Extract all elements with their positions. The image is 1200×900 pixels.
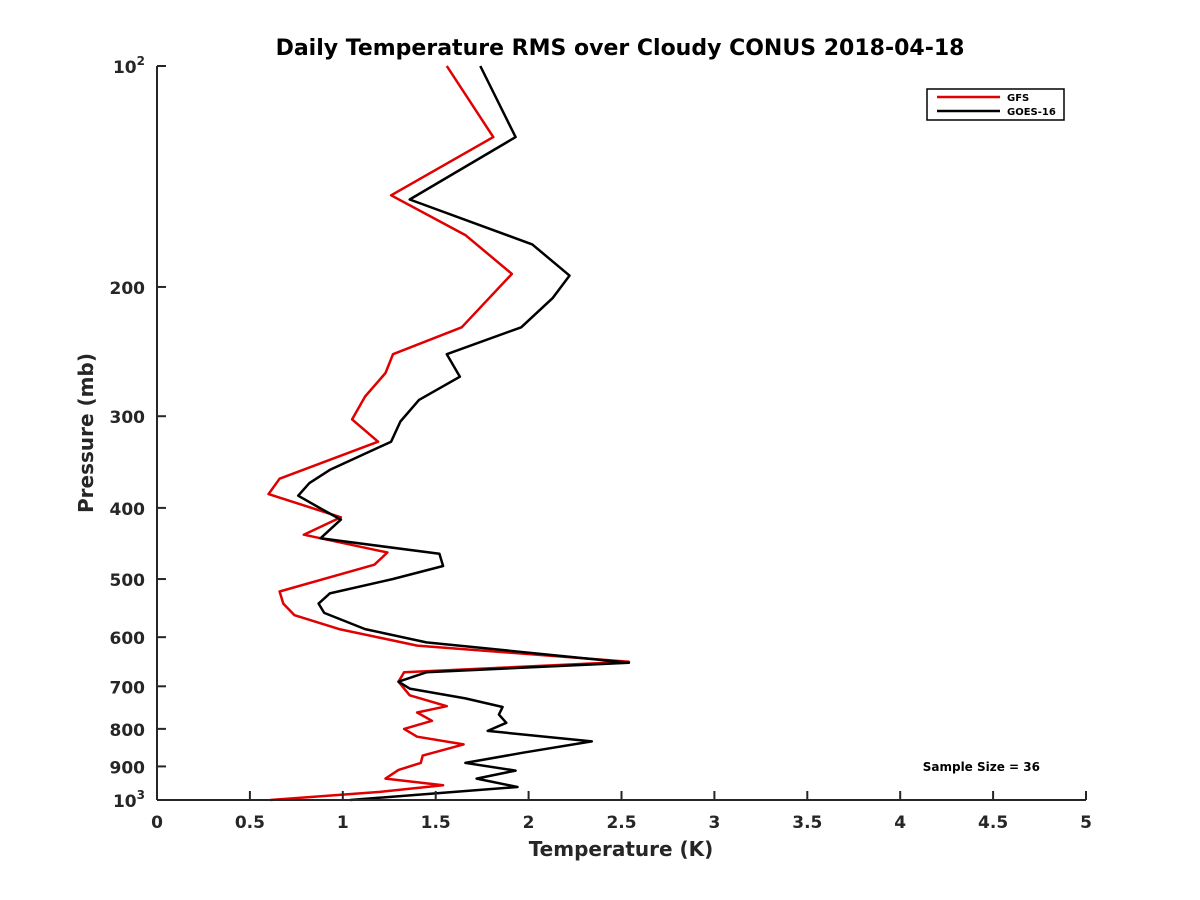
legend: GFS GOES-16 <box>926 88 1065 121</box>
x-tick-label: 2 <box>523 813 535 833</box>
series-line-gfs <box>267 65 631 802</box>
y-tick-label: 900 <box>110 758 146 778</box>
legend-box <box>926 88 1065 121</box>
y-axis-label: Pressure (mb) <box>74 353 98 513</box>
legend-label-goes-16: GOES-16 <box>1007 107 1056 118</box>
y-tick-label: 800 <box>110 721 146 741</box>
series-line-goes-16 <box>296 65 631 802</box>
x-axis-ticks: 0 0.5 1 1.5 2 2.5 3 3.5 4 4.5 5 <box>151 791 1092 833</box>
x-tick-label: 5 <box>1080 813 1092 833</box>
y-tick-label: 102 <box>113 54 145 78</box>
x-tick-label: 3 <box>708 813 720 833</box>
series-layer <box>267 65 631 802</box>
x-tick-label: 0 <box>151 813 163 833</box>
y-tick-label: 300 <box>110 408 146 428</box>
legend-label-gfs: GFS <box>1007 93 1029 104</box>
x-tick-label: 4.5 <box>978 813 1008 833</box>
y-tick-label: 600 <box>110 629 146 649</box>
x-tick-label: 0.5 <box>235 813 265 833</box>
y-tick-label: 500 <box>110 571 146 591</box>
sample-size-annotation: Sample Size = 36 <box>923 760 1040 774</box>
x-tick-label: 1.5 <box>421 813 451 833</box>
chart-title: Daily Temperature RMS over Cloudy CONUS … <box>276 36 965 61</box>
y-tick-label: 103 <box>113 788 145 812</box>
x-tick-label: 2.5 <box>606 813 636 833</box>
x-axis-label: Temperature (K) <box>529 837 714 861</box>
x-tick-label: 4 <box>894 813 906 833</box>
x-tick-label: 3.5 <box>792 813 822 833</box>
y-axis-ticks: 102 200 300 400 500 600 700 800 900 103 <box>110 54 166 812</box>
y-tick-label: 400 <box>110 500 146 520</box>
y-tick-label: 700 <box>110 678 146 698</box>
y-tick-label: 200 <box>110 279 146 299</box>
x-tick-label: 1 <box>337 813 349 833</box>
